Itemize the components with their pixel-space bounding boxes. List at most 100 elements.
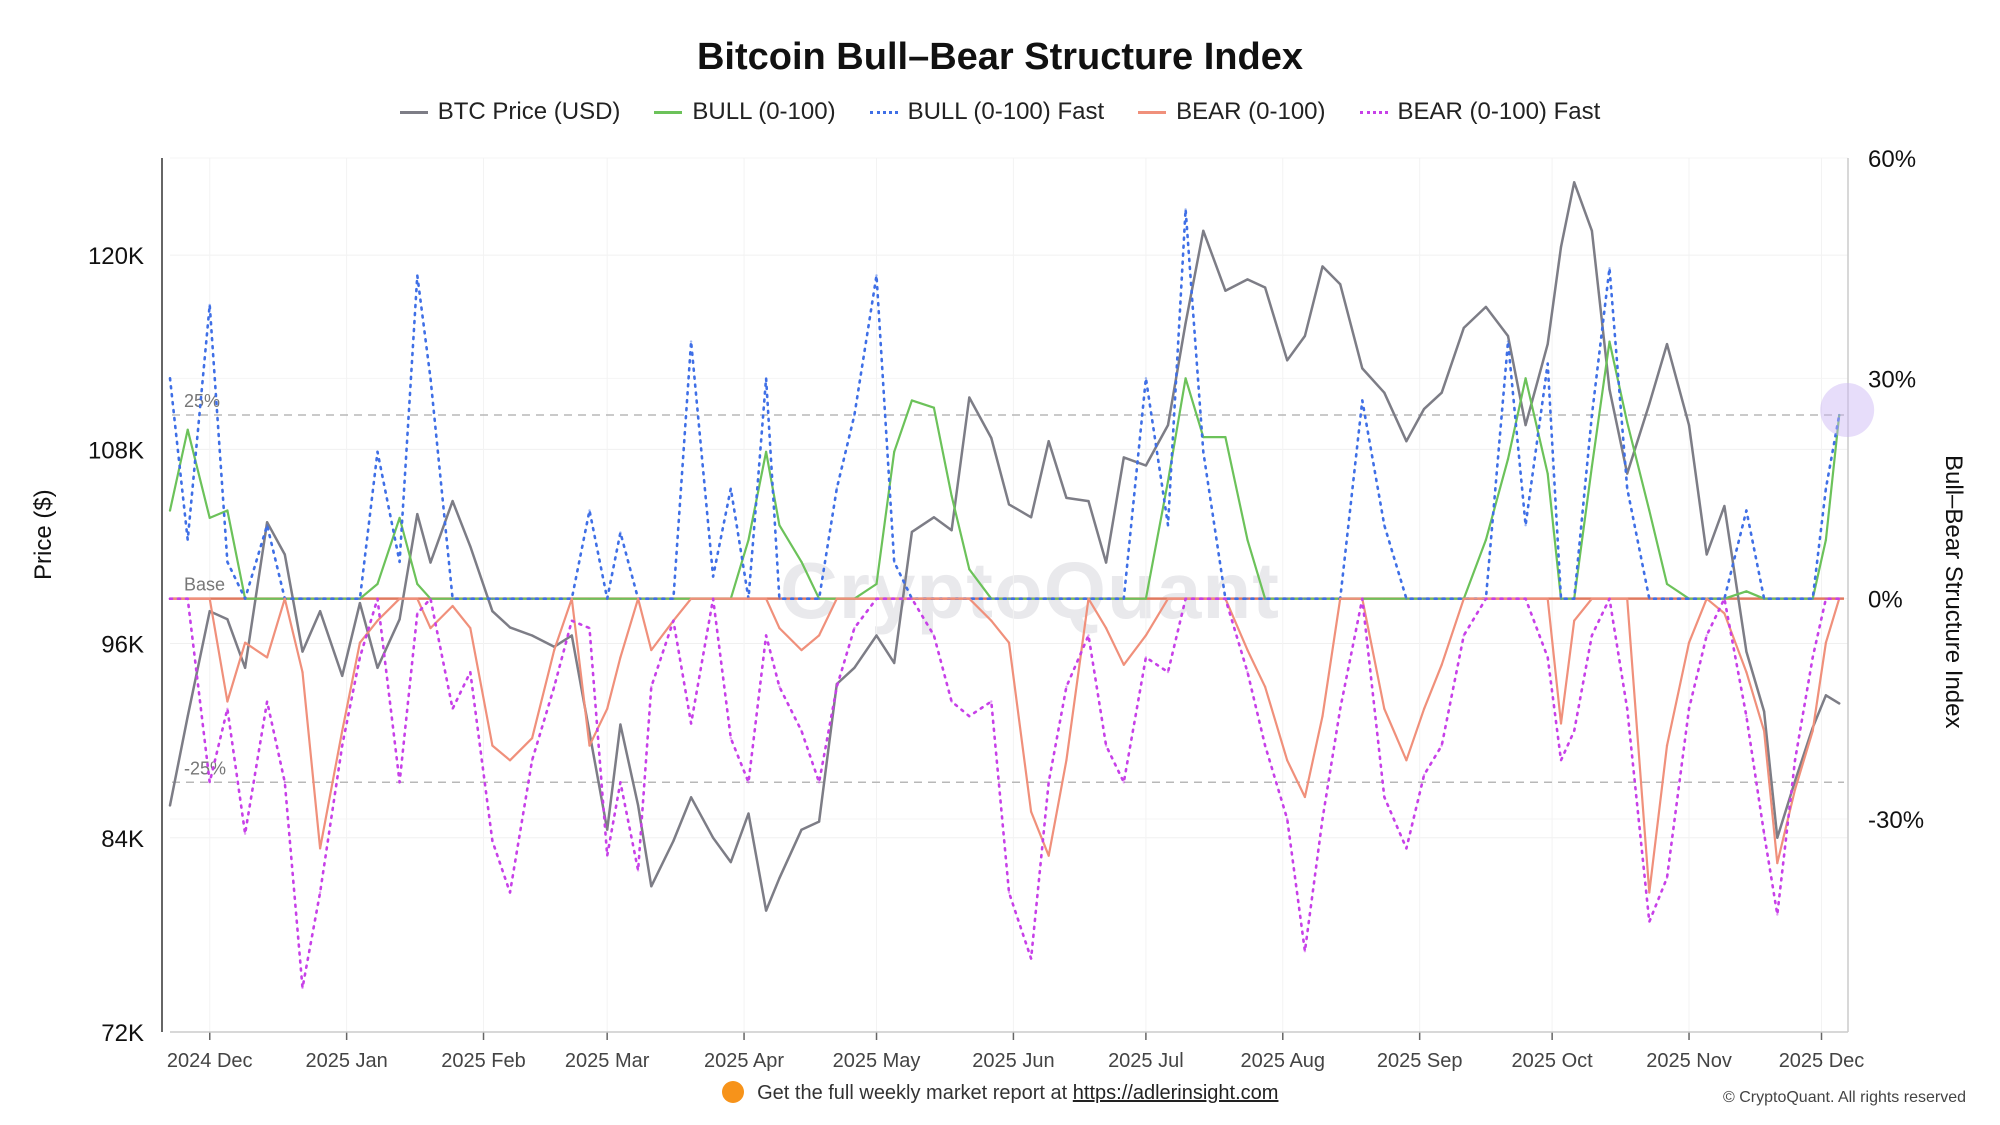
data-point — [1047, 440, 1050, 443]
legend-item-bear[interactable]: BEAR (0-100) — [1138, 98, 1326, 126]
data-point — [875, 582, 878, 586]
data-point — [990, 700, 993, 703]
y-right-tick-label: -30% — [1868, 807, 1924, 834]
y-left-tick-label: 120K — [88, 243, 144, 270]
data-point — [1462, 634, 1466, 637]
data-point — [265, 524, 269, 527]
data-point — [226, 700, 229, 703]
series-line-bear-0-100-fast — [168, 597, 1841, 990]
legend-item-bull[interactable]: BULL (0-100) — [654, 98, 836, 126]
data-point — [1383, 391, 1386, 394]
data-point — [747, 781, 750, 784]
data-point — [398, 560, 401, 564]
data-point — [1286, 597, 1289, 600]
data-point — [168, 597, 172, 600]
legend-item-btc-price[interactable]: BTC Price (USD) — [399, 98, 621, 126]
data-point — [800, 560, 803, 564]
data-point — [283, 553, 286, 556]
data-point — [491, 597, 494, 600]
data-point — [1590, 465, 1594, 468]
data-point — [508, 597, 512, 600]
data-point — [1361, 367, 1364, 370]
data-point — [1687, 641, 1691, 644]
data-point — [208, 781, 211, 784]
data-point — [341, 597, 344, 600]
data-point — [636, 597, 640, 600]
data-point — [1422, 597, 1426, 600]
y-axis-right-title: Bull–Bear Structure Index — [1940, 455, 1967, 729]
data-point — [1166, 423, 1170, 427]
data-point — [835, 487, 838, 490]
footer-link[interactable]: https://adlerinsight.com — [1072, 1082, 1279, 1104]
data-point — [1405, 759, 1408, 762]
data-point — [778, 877, 781, 880]
data-point — [968, 597, 971, 600]
legend-item-bull-fast[interactable]: BULL (0-100) Fast — [869, 98, 1104, 126]
data-point — [1524, 377, 1527, 380]
data-point — [1122, 663, 1126, 666]
data-point — [800, 648, 803, 652]
copyright: © CryptoQuant. All rights reserved — [1723, 1089, 1966, 1106]
data-point — [1811, 656, 1814, 659]
data-point — [530, 597, 534, 600]
data-point — [1303, 334, 1307, 338]
data-point — [853, 666, 856, 669]
data-point — [1029, 516, 1033, 519]
data-point — [1303, 950, 1307, 953]
x-tick-label: 2025 Dec — [1779, 1050, 1865, 1072]
data-point — [318, 847, 322, 850]
data-point — [1184, 208, 1187, 211]
data-point — [1793, 759, 1797, 762]
data-point — [168, 377, 172, 380]
data-point — [650, 648, 653, 652]
data-point — [553, 597, 556, 600]
data-point — [1559, 245, 1563, 249]
data-point — [553, 648, 556, 652]
data-point — [1422, 707, 1426, 710]
data-point — [1104, 597, 1108, 600]
data-point — [301, 670, 304, 674]
data-point — [1687, 423, 1691, 427]
x-tick-label: 2025 Jun — [972, 1050, 1054, 1072]
data-point — [1087, 499, 1090, 503]
data-point — [318, 610, 322, 613]
y-axis-left-title: Price ($) — [30, 489, 57, 580]
data-point — [1745, 650, 1748, 653]
data-point — [711, 575, 715, 578]
y-right-tick-label: 0% — [1868, 587, 1903, 614]
data-point — [530, 759, 534, 762]
data-point — [672, 597, 675, 600]
data-point — [729, 487, 732, 490]
data-point — [1286, 817, 1289, 821]
data-point — [650, 597, 653, 600]
data-point — [1144, 597, 1148, 600]
data-point — [1405, 847, 1408, 850]
data-point — [1546, 342, 1549, 346]
data-point — [1361, 399, 1364, 402]
data-point — [1546, 362, 1549, 365]
data-point — [186, 597, 189, 600]
x-tick-label: 2025 Nov — [1646, 1050, 1732, 1072]
legend-label: BEAR (0-100) — [1176, 98, 1326, 125]
data-point — [1665, 597, 1669, 600]
data-point — [1202, 597, 1205, 600]
data-point — [1573, 181, 1576, 184]
legend-swatch-bull-fast — [869, 110, 898, 114]
data-point — [469, 670, 472, 674]
data-point — [1339, 283, 1342, 286]
data-point — [1361, 597, 1364, 600]
data-point — [429, 377, 432, 380]
data-point — [491, 610, 494, 613]
data-point — [1383, 707, 1386, 710]
data-point — [1321, 817, 1324, 821]
data-point — [1793, 597, 1797, 600]
legend-label: BTC Price (USD) — [437, 98, 621, 125]
data-point — [508, 759, 512, 762]
data-point — [1246, 648, 1249, 652]
legend-item-bear-fast[interactable]: BEAR (0-100) Fast — [1359, 98, 1600, 126]
data-point — [650, 885, 653, 888]
data-point — [451, 604, 454, 608]
data-point — [932, 406, 936, 409]
data-point — [1484, 538, 1488, 542]
data-point — [1144, 634, 1148, 637]
